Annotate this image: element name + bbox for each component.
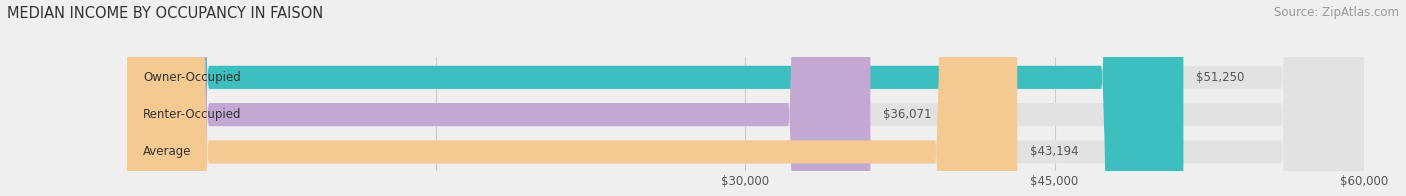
Text: Renter-Occupied: Renter-Occupied bbox=[143, 108, 242, 121]
FancyBboxPatch shape bbox=[127, 0, 1018, 196]
FancyBboxPatch shape bbox=[127, 0, 1364, 196]
FancyBboxPatch shape bbox=[127, 0, 1364, 196]
FancyBboxPatch shape bbox=[127, 0, 1184, 196]
Text: Owner-Occupied: Owner-Occupied bbox=[143, 71, 240, 84]
Text: $36,071: $36,071 bbox=[883, 108, 931, 121]
FancyBboxPatch shape bbox=[127, 0, 870, 196]
Text: $43,194: $43,194 bbox=[1029, 145, 1078, 158]
Text: $51,250: $51,250 bbox=[1195, 71, 1244, 84]
Text: MEDIAN INCOME BY OCCUPANCY IN FAISON: MEDIAN INCOME BY OCCUPANCY IN FAISON bbox=[7, 6, 323, 21]
Text: Source: ZipAtlas.com: Source: ZipAtlas.com bbox=[1274, 6, 1399, 19]
Text: Average: Average bbox=[143, 145, 191, 158]
FancyBboxPatch shape bbox=[127, 0, 1364, 196]
